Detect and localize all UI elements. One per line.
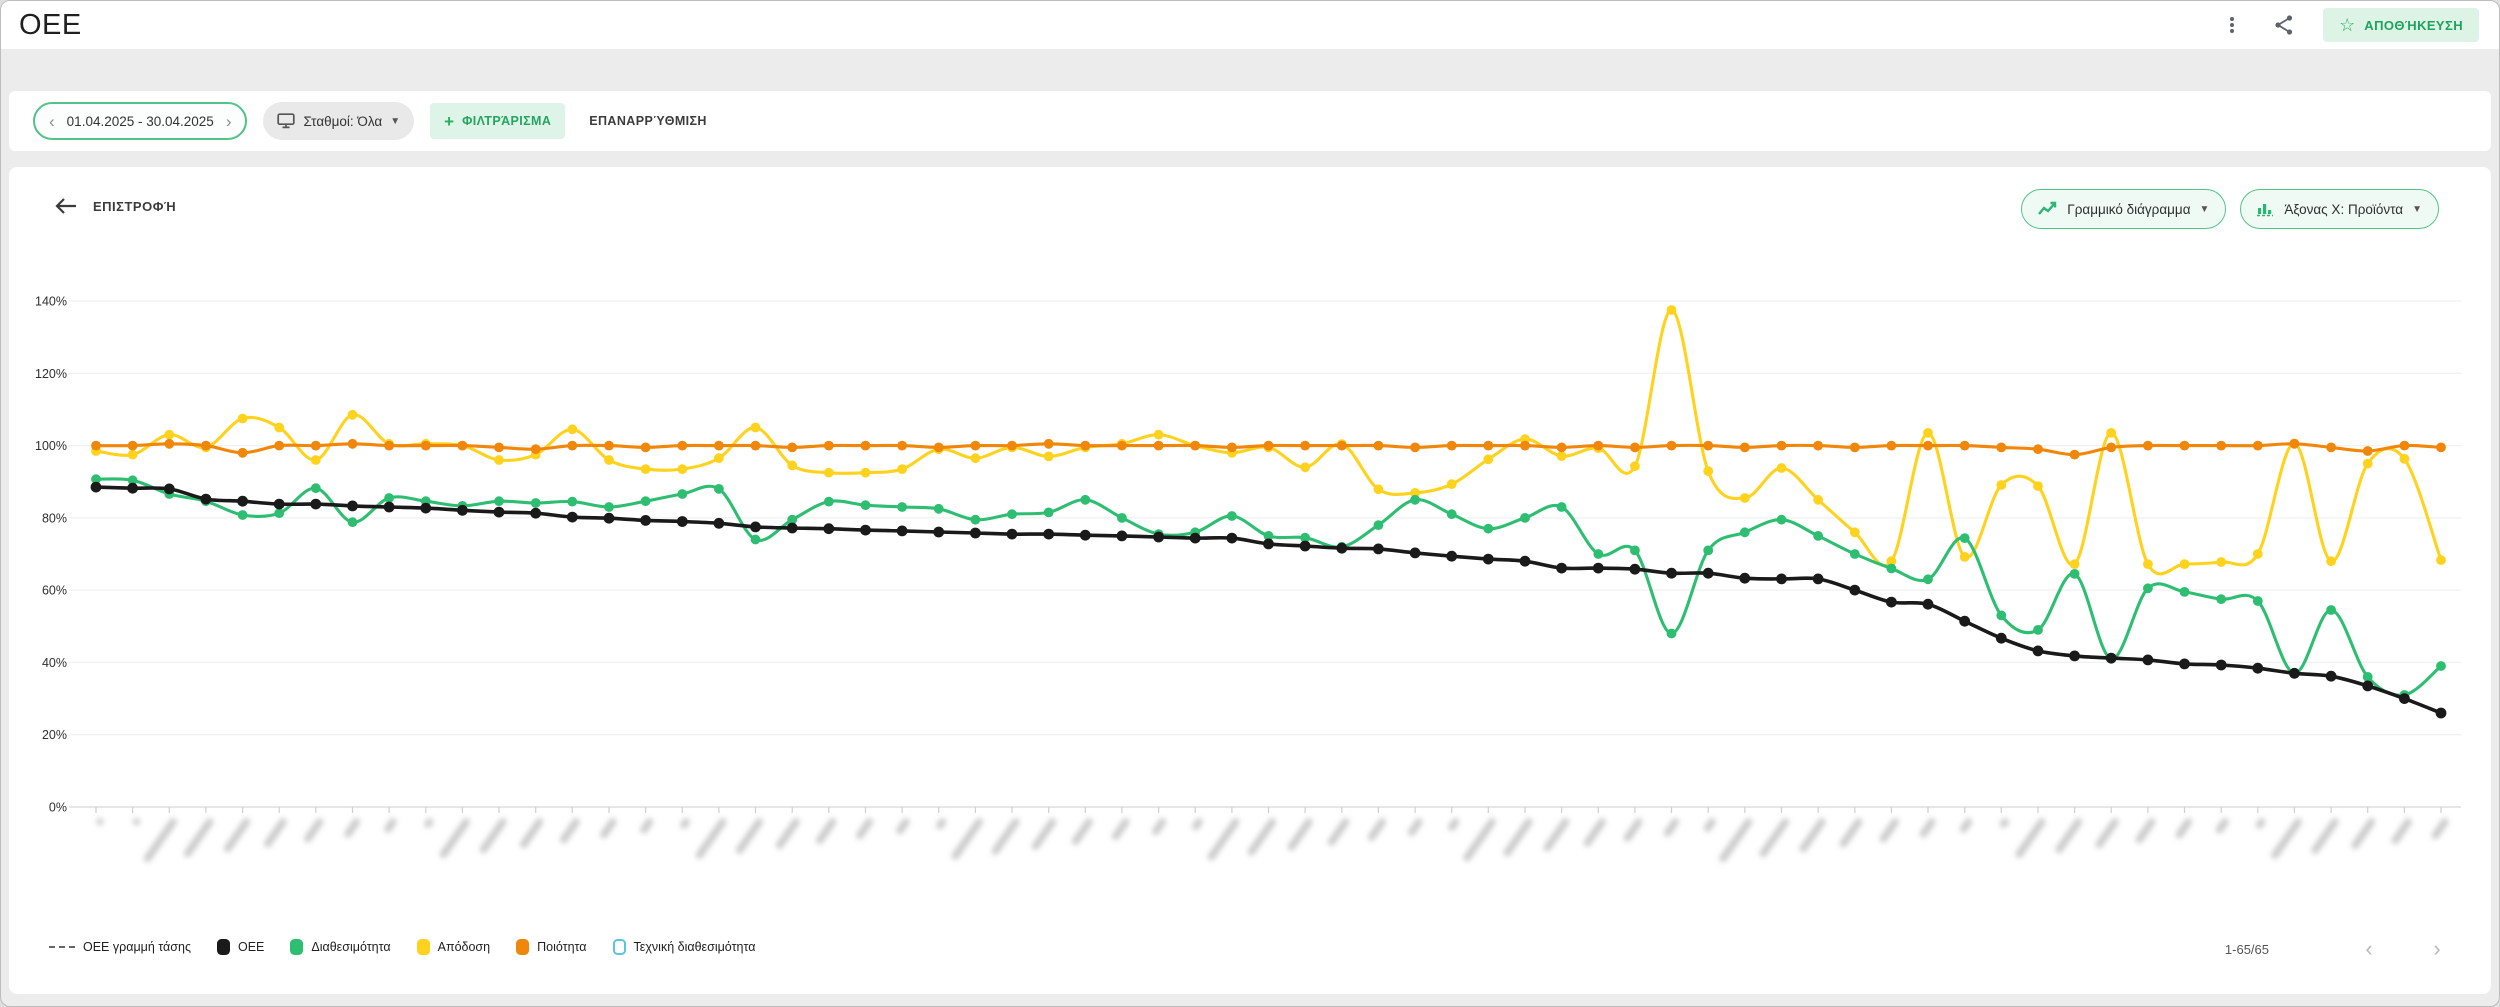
chart-type-label: Γραμμικό διάγραμμα <box>2067 201 2191 217</box>
svg-text:120%: 120% <box>35 367 67 381</box>
more-options-button[interactable] <box>2219 12 2245 38</box>
x-axis-dropdown[interactable]: Άξονας X: Προϊόντα ▼ <box>2240 189 2439 229</box>
svg-text:140%: 140% <box>35 294 67 308</box>
share-button[interactable] <box>2271 12 2297 38</box>
bar-chart-axis-icon <box>2257 203 2274 216</box>
top-bar-actions: ☆ ΑΠΟΘΉΚΕΥΣΗ <box>2219 8 2479 42</box>
series-swatch-icon <box>216 939 230 955</box>
monitor-icon <box>277 113 296 129</box>
legend-label: Τεχνική διαθεσιμότητα <box>633 940 756 954</box>
date-prev-chevron-icon[interactable]: ‹ <box>49 111 55 131</box>
arrow-left-icon <box>55 198 76 214</box>
legend-item-2[interactable]: Διαθεσιμότητα <box>290 939 391 955</box>
legend-label: OEE γραμμή τάσης <box>83 940 191 954</box>
legend-item-0[interactable]: OEE γραμμή τάσης <box>49 940 191 954</box>
stations-filter-label: Σταθμοί: Όλα <box>303 113 383 129</box>
chart-controls: Γραμμικό διάγραμμα ▼ Άξονας X: Προϊόντα … <box>2021 189 2439 229</box>
x-axis-selector-label: Άξονας X: Προϊόντα <box>2284 201 2404 217</box>
back-button[interactable]: ΕΠΙΣΤΡΟΦΉ <box>55 197 176 215</box>
legend-label: Διαθεσιμότητα <box>311 940 391 954</box>
chevron-down-icon: ▼ <box>390 115 401 127</box>
page-title: OEE <box>19 8 82 41</box>
save-button[interactable]: ☆ ΑΠΟΘΉΚΕΥΣΗ <box>2323 8 2479 42</box>
svg-text:100%: 100% <box>35 439 67 453</box>
chevron-down-icon: ▼ <box>2412 203 2422 215</box>
series-swatch-icon <box>290 939 304 955</box>
pagination-next-button[interactable]: › <box>2433 936 2441 961</box>
save-button-label: ΑΠΟΘΉΚΕΥΣΗ <box>2364 17 2463 33</box>
legend-item-5[interactable]: Τεχνική διαθεσιμότητα <box>612 939 756 955</box>
top-bar: OEE ☆ ΑΠΟΘΉΚΕΥΣΗ <box>1 1 2499 49</box>
plus-icon: + <box>444 111 455 131</box>
chart-legend: OEE γραμμή τάσης OEE Διαθεσιμότητα Απόδοση Π… <box>49 939 755 955</box>
series-swatch-icon <box>516 939 530 955</box>
legend-label: OEE <box>237 940 265 954</box>
stations-filter-dropdown[interactable]: Σταθμοί: Όλα ▼ <box>263 102 415 140</box>
x-axis-blurred-labels <box>96 818 2449 863</box>
legend-item-4[interactable]: Ποιότητα <box>516 939 587 955</box>
chart-type-dropdown[interactable]: Γραμμικό διάγραμμα ▼ <box>2021 189 2227 229</box>
legend-item-3[interactable]: Απόδοση <box>416 939 491 955</box>
legend-label: Απόδοση <box>437 940 491 954</box>
chart-card: ΕΠΙΣΤΡΟΦΉ Γραμμικό διάγραμμα ▼ Άξονας X:… <box>9 167 2491 994</box>
series-swatch-icon <box>612 939 626 955</box>
line-chart-icon <box>2038 201 2057 215</box>
date-next-chevron-icon[interactable]: › <box>225 111 232 131</box>
pagination-label: 1-65/65 <box>2224 941 2269 957</box>
chevron-down-icon: ▼ <box>2199 203 2210 215</box>
svg-text:0%: 0% <box>49 801 67 815</box>
chart-canvas[interactable]: 0% 20% 40% 60% 80% 100% 120% 140% <box>9 167 2491 994</box>
pagination: 1-65/65 ‹ › <box>2224 936 2457 961</box>
kebab-icon <box>2230 17 2235 33</box>
date-range-picker[interactable]: ‹ 01.04.2025 - 30.04.2025 › <box>33 102 248 140</box>
reset-button[interactable]: ΕΠΑΝΑΡΡΎΘΜΙΣΗ <box>581 114 715 128</box>
svg-text:60%: 60% <box>42 584 67 598</box>
date-range-value: 01.04.2025 - 30.04.2025 <box>66 113 214 129</box>
add-filter-label: ΦΙΛΤΡΆΡΙΣΜΑ <box>462 114 552 128</box>
svg-text:40%: 40% <box>42 656 67 670</box>
line-chart[interactable]: 0% 20% 40% 60% 80% 100% 120% 140% <box>9 167 2491 994</box>
legend-label: Ποιότητα <box>537 940 587 954</box>
back-button-label: ΕΠΙΣΤΡΟΦΉ <box>93 198 177 214</box>
svg-text:20%: 20% <box>42 728 67 742</box>
pagination-prev-button[interactable]: ‹ <box>2365 936 2373 961</box>
legend-item-1[interactable]: OEE <box>216 939 265 955</box>
add-filter-button[interactable]: + ΦΙΛΤΡΆΡΙΣΜΑ <box>430 103 566 139</box>
svg-text:80%: 80% <box>42 511 67 525</box>
dashed-line-icon <box>49 946 75 948</box>
series-swatch-icon <box>416 939 430 955</box>
share-icon <box>2275 15 2293 35</box>
filter-bar: ‹ 01.04.2025 - 30.04.2025 › Σταθμοί: Όλα… <box>9 91 2491 151</box>
star-icon: ☆ <box>2339 15 2356 35</box>
